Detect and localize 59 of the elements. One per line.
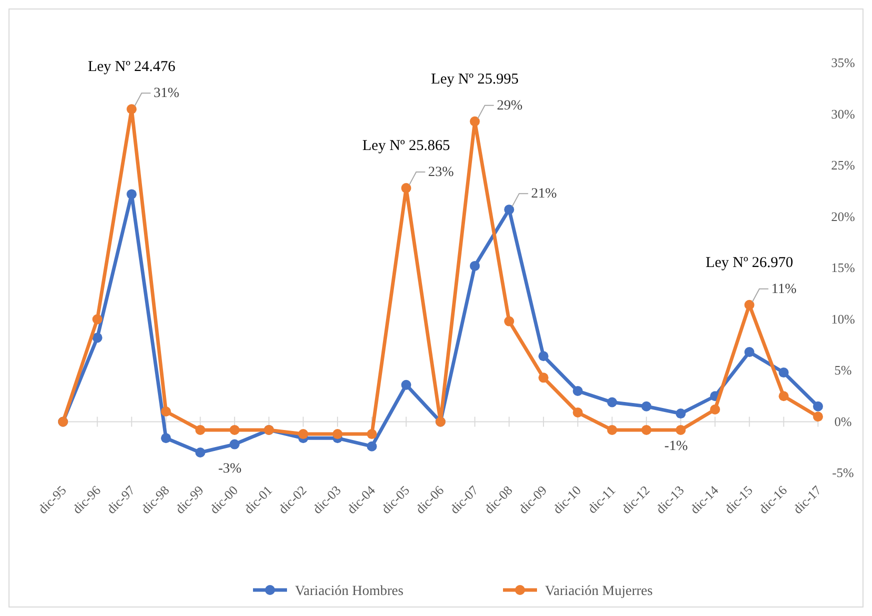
point bbox=[298, 429, 308, 440]
point bbox=[504, 204, 514, 215]
point bbox=[160, 433, 171, 444]
data-label: 23% bbox=[428, 165, 454, 180]
y-tick-label: 0% bbox=[834, 414, 852, 429]
point bbox=[160, 406, 171, 416]
point bbox=[813, 412, 823, 422]
point bbox=[676, 408, 686, 419]
point bbox=[538, 351, 548, 362]
point bbox=[572, 386, 583, 396]
annotation: Ley Nº 25.995 bbox=[431, 71, 519, 88]
point bbox=[366, 441, 377, 452]
point bbox=[641, 401, 652, 412]
point bbox=[195, 448, 206, 458]
annotation: Ley Nº 25.865 bbox=[362, 138, 450, 154]
point bbox=[572, 408, 583, 418]
data-label: 31% bbox=[154, 86, 180, 102]
data-label: 11% bbox=[771, 282, 797, 297]
y-tick-label: 35% bbox=[831, 55, 856, 70]
legend-label: Variación Hombres bbox=[295, 584, 404, 599]
point bbox=[470, 116, 480, 126]
data-label: 29% bbox=[496, 98, 523, 114]
y-tick-label: 20% bbox=[831, 208, 856, 224]
point bbox=[504, 316, 514, 326]
point bbox=[778, 391, 789, 402]
point bbox=[607, 424, 618, 435]
point bbox=[126, 104, 137, 114]
data-label: -3% bbox=[218, 462, 242, 476]
point bbox=[538, 372, 548, 383]
point bbox=[195, 424, 206, 435]
y-tick-label: 15% bbox=[831, 260, 856, 275]
point bbox=[332, 429, 343, 440]
point bbox=[813, 401, 823, 412]
point bbox=[126, 189, 137, 200]
point bbox=[744, 300, 754, 310]
point bbox=[710, 404, 720, 414]
point bbox=[401, 380, 412, 390]
point bbox=[230, 439, 240, 450]
point bbox=[470, 260, 480, 271]
point bbox=[778, 368, 789, 378]
annotation: Ley Nº 26.970 bbox=[706, 254, 794, 271]
annotation: Ley Nº 24.476 bbox=[88, 59, 176, 76]
point bbox=[92, 314, 102, 324]
point bbox=[607, 397, 618, 408]
y-tick-label: 25% bbox=[831, 158, 856, 172]
legend-label: Variación Mujerres bbox=[545, 584, 653, 599]
y-tick-label: -5% bbox=[832, 465, 854, 480]
y-tick-label: 10% bbox=[831, 311, 856, 326]
point bbox=[401, 183, 412, 194]
y-tick-label: 5% bbox=[834, 362, 852, 378]
point bbox=[641, 424, 652, 435]
data-label: -1% bbox=[664, 438, 688, 454]
y-tick-label: 30% bbox=[831, 106, 856, 122]
point bbox=[92, 332, 102, 343]
point bbox=[366, 429, 377, 440]
point bbox=[230, 424, 240, 435]
data-label: 21% bbox=[531, 186, 558, 202]
point bbox=[744, 347, 754, 358]
point bbox=[676, 424, 686, 435]
